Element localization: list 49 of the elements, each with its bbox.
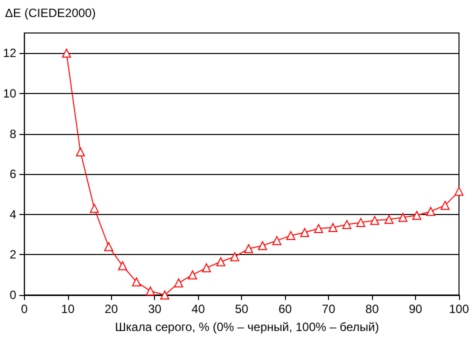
point	[356, 218, 366, 227]
point	[272, 236, 282, 246]
y-tick-label: 4	[10, 207, 17, 222]
point	[160, 290, 170, 300]
point	[62, 48, 72, 58]
point	[174, 278, 184, 288]
point	[258, 241, 268, 250]
point	[426, 206, 436, 216]
point	[454, 186, 464, 196]
y-tick-label: 2	[10, 248, 17, 262]
point	[216, 257, 226, 266]
point	[286, 231, 296, 240]
point	[342, 220, 352, 229]
point	[76, 147, 85, 156]
point	[230, 252, 240, 262]
x-tick-label: 20	[104, 302, 118, 316]
y-axis-title: ΔE (CIEDE2000)	[5, 6, 96, 20]
point	[300, 228, 310, 238]
point	[440, 200, 450, 210]
y-tick-label: 12	[2, 46, 17, 60]
x-tick-label: 0	[21, 302, 28, 316]
point	[90, 204, 99, 213]
x-tick-label: 50	[234, 302, 249, 316]
point	[188, 270, 198, 280]
point	[398, 212, 408, 222]
x-tick-label: 80	[365, 302, 380, 316]
y-tick-label: 8	[10, 126, 17, 141]
point	[244, 244, 254, 254]
x-axis-title: Шкала серого, % (0% – черный, 100% – белый)	[115, 320, 379, 334]
x-tick-label: 90	[408, 302, 423, 316]
point	[118, 261, 128, 270]
point	[104, 242, 114, 252]
y-tick-label: 6	[10, 167, 17, 182]
point	[328, 222, 338, 232]
x-tick-label: 40	[192, 302, 206, 316]
point	[202, 263, 211, 272]
y-tick-label: 0	[10, 288, 17, 302]
x-tick-label: 60	[278, 302, 292, 316]
point	[384, 214, 394, 224]
point	[146, 286, 155, 296]
x-tick-label: 30	[148, 302, 162, 316]
point	[370, 216, 380, 225]
point	[412, 210, 422, 220]
point	[314, 224, 324, 233]
x-tick-label: 70	[322, 302, 336, 316]
x-tick-label: 100	[448, 302, 470, 316]
x-tick-label: 10	[61, 302, 75, 316]
point	[132, 277, 141, 286]
y-tick-label: 10	[2, 86, 17, 100]
